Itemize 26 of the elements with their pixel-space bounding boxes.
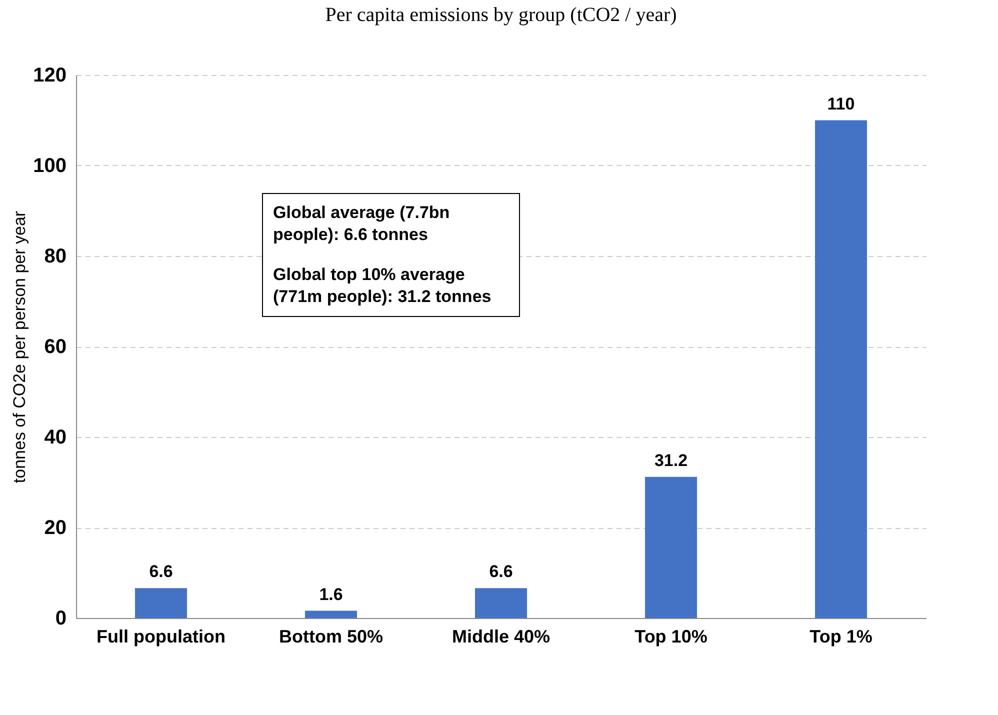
bar [475, 588, 527, 618]
data-label: 31.2 [654, 450, 688, 470]
x-tick-label: Top 1% [810, 626, 872, 646]
y-tick-label: 80 [44, 246, 66, 268]
data-label: 1.6 [319, 584, 343, 604]
y-axis-title: tonnes of CO2e per person per year [10, 210, 30, 484]
data-label: 6.6 [149, 562, 173, 582]
y-tick-label: 60 [44, 336, 66, 358]
bar [645, 476, 697, 618]
y-tick-label: 100 [33, 155, 66, 177]
data-label: 6.6 [489, 562, 513, 582]
chart-title: Per capita emissions by group (tCO2 / year) [325, 4, 677, 26]
data-label: 110 [827, 94, 855, 114]
y-tick-label: 20 [44, 517, 66, 539]
y-tick-label: 120 [33, 64, 66, 86]
x-tick-label: Top 10% [634, 626, 708, 646]
annotation: Global average (7.7bn people): 6.6 tonnes [273, 202, 451, 246]
y-tick-label: 0 [55, 608, 66, 630]
y-tick-label: 40 [44, 426, 66, 448]
bar [305, 610, 357, 618]
x-tick-label: Bottom 50% [278, 626, 384, 646]
bar [135, 588, 187, 618]
x-tick-label: Middle 40% [452, 626, 550, 646]
x-tick-label: Full population [96, 626, 226, 646]
bar [815, 120, 867, 618]
annotation: Global top 10% average (771m people): 31.2 tonnes [273, 264, 492, 308]
